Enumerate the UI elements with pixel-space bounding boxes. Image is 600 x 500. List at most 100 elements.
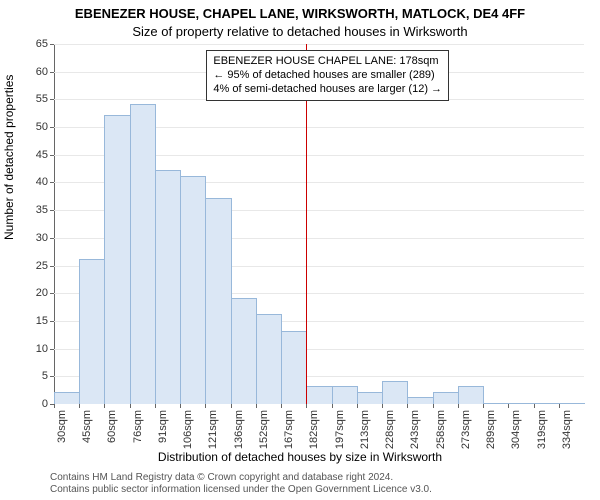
xtick-mark [332,404,333,408]
xtick-mark [79,404,80,408]
xtick-mark [231,404,232,408]
y-axis [54,44,55,404]
ytick-mark [50,293,54,294]
xtick-mark [205,404,206,408]
histogram-bar [357,392,383,404]
ytick-label: 65 [36,38,48,50]
ytick-label: 15 [36,315,48,327]
xtick-mark [458,404,459,408]
histogram-bar [79,259,105,404]
xtick-label: 334sqm [561,410,573,449]
ytick-label: 60 [36,66,48,78]
xtick-mark [433,404,434,408]
suptitle: EBENEZER HOUSE, CHAPEL LANE, WIRKSWORTH,… [0,6,600,21]
ytick-label: 45 [36,149,48,161]
ytick-label: 10 [36,343,48,355]
xtick-label: 319sqm [536,410,548,449]
xtick-label: 91sqm [157,410,169,443]
xtick-mark [508,404,509,408]
xtick-mark [281,404,282,408]
xtick-label: 136sqm [233,410,245,449]
histogram-bar [559,403,585,404]
ytick-label: 30 [36,232,48,244]
annotation-box: EBENEZER HOUSE CHAPEL LANE: 178sqm← 95% … [206,50,449,101]
annotation-line: 4% of semi-detached houses are larger (1… [213,83,442,97]
ytick-mark [50,266,54,267]
xtick-mark [382,404,383,408]
xtick-label: 121sqm [207,410,219,449]
histogram-bar [180,176,206,404]
xtick-label: 106sqm [182,410,194,449]
chart-container: EBENEZER HOUSE, CHAPEL LANE, WIRKSWORTH,… [0,0,600,500]
y-axis-label: Number of detached properties [2,75,16,240]
histogram-bar [508,403,534,404]
histogram-bar [458,386,484,404]
ytick-mark [50,127,54,128]
histogram-bar [534,403,560,404]
ytick-mark [50,321,54,322]
xtick-label: 167sqm [283,410,295,449]
xtick-mark [357,404,358,408]
xtick-label: 289sqm [485,410,497,449]
ytick-label: 40 [36,176,48,188]
xtick-mark [306,404,307,408]
histogram-bar [155,170,181,404]
xtick-label: 213sqm [359,410,371,449]
xtick-label: 182sqm [308,410,320,449]
annotation-line: EBENEZER HOUSE CHAPEL LANE: 178sqm [213,55,442,69]
xtick-label: 197sqm [334,410,346,449]
ytick-label: 35 [36,204,48,216]
ytick-label: 5 [42,370,48,382]
chart-title: Size of property relative to detached ho… [0,24,600,39]
histogram-bar [104,115,130,404]
xtick-mark [54,404,55,408]
histogram-bar [54,392,80,404]
annotation-line: ← 95% of detached houses are smaller (28… [213,69,442,83]
ytick-mark [50,72,54,73]
ytick-mark [50,99,54,100]
xtick-label: 243sqm [409,410,421,449]
ytick-label: 0 [42,398,48,410]
xtick-label: 76sqm [132,410,144,443]
xtick-mark [155,404,156,408]
histogram-bar [231,298,257,404]
xtick-mark [483,404,484,408]
histogram-bar [130,104,156,404]
histogram-bar [256,314,282,404]
footer-line: Contains HM Land Registry data © Crown c… [50,472,432,484]
ytick-label: 20 [36,287,48,299]
ytick-mark [50,376,54,377]
xtick-mark [534,404,535,408]
ytick-mark [50,44,54,45]
histogram-bar [433,392,459,404]
ytick-mark [50,182,54,183]
ytick-label: 55 [36,93,48,105]
histogram-bar [382,381,408,404]
xtick-mark [256,404,257,408]
xtick-label: 273sqm [460,410,472,449]
histogram-bar [306,386,332,404]
ytick-mark [50,155,54,156]
histogram-bar [332,386,358,404]
plot-area: 0510152025303540455055606530sqm45sqm60sq… [54,44,584,404]
xtick-label: 304sqm [510,410,522,449]
ytick-mark [50,210,54,211]
ytick-label: 25 [36,260,48,272]
ytick-mark [50,238,54,239]
histogram-bar [407,397,433,404]
xtick-label: 258sqm [435,410,447,449]
xtick-label: 30sqm [56,410,68,443]
histogram-bar [281,331,307,404]
xtick-label: 45sqm [81,410,93,443]
xtick-mark [407,404,408,408]
xtick-label: 60sqm [106,410,118,443]
gridline [54,44,584,45]
xtick-mark [104,404,105,408]
ytick-label: 50 [36,121,48,133]
x-axis-label: Distribution of detached houses by size … [0,450,600,464]
xtick-label: 152sqm [258,410,270,449]
xtick-mark [559,404,560,408]
xtick-mark [130,404,131,408]
xtick-mark [180,404,181,408]
ytick-mark [50,349,54,350]
